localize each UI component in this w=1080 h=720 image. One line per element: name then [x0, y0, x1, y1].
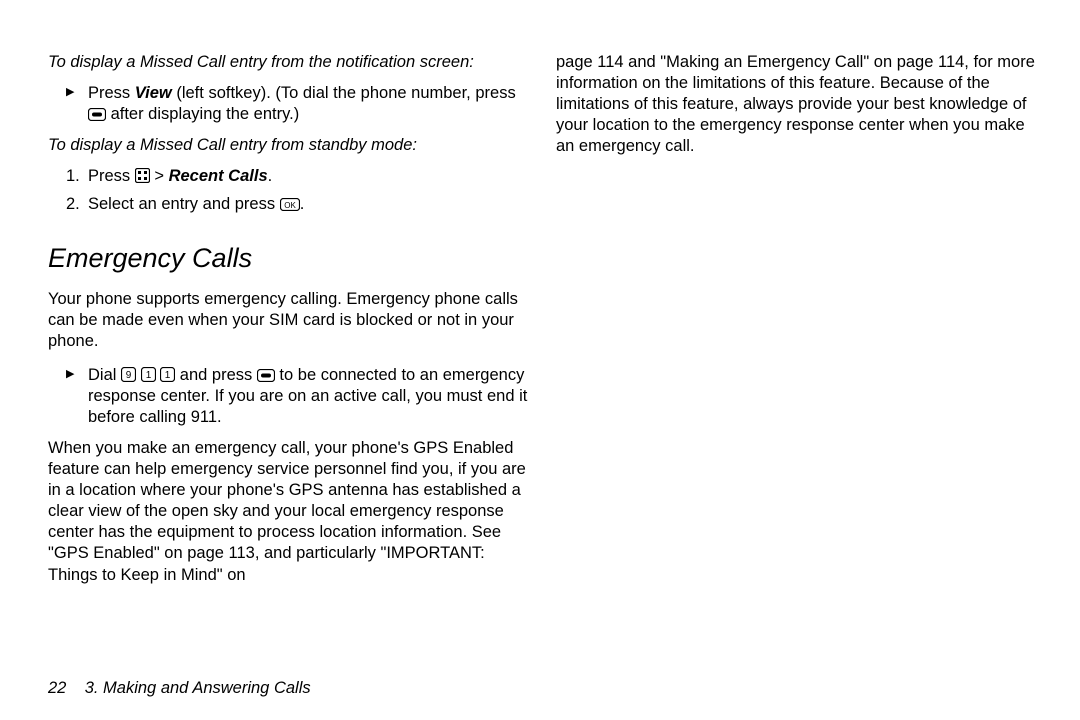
- text-fragment: Dial: [88, 366, 121, 384]
- ok-key-icon: OK: [280, 198, 300, 211]
- step-1: 1. Press > Recent Calls.: [48, 166, 528, 187]
- digit-1-key-icon: 1: [141, 367, 156, 382]
- emergency-intro-paragraph: Your phone supports emergency calling. E…: [48, 289, 528, 352]
- send-key-icon: [257, 369, 275, 382]
- left-column: To display a Missed Call entry from the …: [48, 52, 528, 598]
- continuation-paragraph: page 114 and "Making an Emergency Call" …: [556, 52, 1036, 158]
- text-fragment: Press: [88, 167, 135, 185]
- two-column-layout: To display a Missed Call entry from the …: [48, 52, 1040, 598]
- text-fragment: after displaying the entry.): [106, 105, 299, 123]
- send-key-icon: [88, 108, 106, 121]
- step-number-2: 2.: [66, 194, 80, 215]
- text-fragment: and press: [175, 366, 257, 384]
- page-number: 22: [48, 679, 66, 697]
- page-footer: 22 3. Making and Answering Calls: [48, 679, 311, 698]
- recent-calls-label: Recent Calls: [169, 167, 268, 185]
- view-label: View: [135, 84, 172, 102]
- procedure-heading-standby: To display a Missed Call entry from stan…: [48, 135, 528, 156]
- digit-1-key-icon: 1: [160, 367, 175, 382]
- chapter-title: 3. Making and Answering Calls: [85, 679, 311, 697]
- text-fragment: Press: [88, 84, 135, 102]
- manual-page: To display a Missed Call entry from the …: [0, 0, 1080, 720]
- menu-key-icon: [135, 168, 150, 183]
- digit-9-key-icon: 9: [121, 367, 136, 382]
- text-fragment: Select an entry and press: [88, 195, 280, 213]
- bullet-view-softkey: Press View (left softkey). (To dial the …: [48, 83, 528, 125]
- bullet-dial-911: Dial 9 1 1 and press to be connected to …: [48, 365, 528, 428]
- gps-paragraph: When you make an emergency call, your ph…: [48, 438, 528, 586]
- svg-text:1: 1: [145, 370, 151, 381]
- right-column: page 114 and "Making an Emergency Call" …: [556, 52, 1036, 598]
- text-fragment: >: [150, 167, 169, 185]
- text-fragment: (left softkey). (To dial the phone numbe…: [172, 84, 516, 102]
- svg-text:OK: OK: [284, 201, 296, 210]
- step-2: 2. Select an entry and press OK.: [48, 194, 528, 215]
- procedure-heading-notification: To display a Missed Call entry from the …: [48, 52, 528, 73]
- svg-text:1: 1: [165, 370, 171, 381]
- text-fragment: .: [268, 167, 273, 185]
- section-title-emergency-calls: Emergency Calls: [48, 241, 528, 276]
- step-number-1: 1.: [66, 166, 80, 187]
- text-fragment: .: [300, 195, 305, 213]
- svg-text:9: 9: [126, 370, 132, 381]
